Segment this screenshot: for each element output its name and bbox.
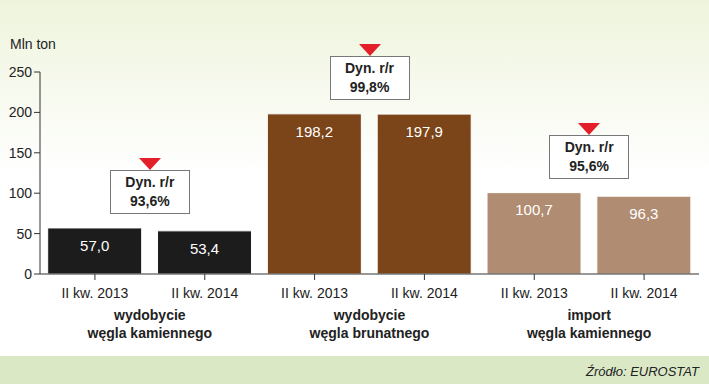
svg-text:wydobyciewęgla brunatnego: wydobyciewęgla brunatnego (309, 307, 430, 341)
svg-text:197,9: 197,9 (405, 123, 443, 140)
html-text:95,6%: 95,6% (569, 157, 609, 174)
svg-text:wydobyciewęgla kamiennego: wydobyciewęgla kamiennego (87, 307, 212, 341)
svg-text:II kw. 2013: II kw. 2013 (281, 285, 348, 301)
html-text:99,8%: 99,8% (349, 78, 390, 95)
html-text:Mln ton: Mln ton (10, 36, 56, 52)
svg-text:200: 200 (9, 104, 33, 120)
svg-text:250: 250 (9, 64, 33, 80)
svg-text:53,4: 53,4 (190, 240, 219, 257)
svg-text:II kw. 2014: II kw. 2014 (611, 285, 678, 301)
svg-text:100: 100 (9, 185, 33, 201)
html-text:Dyn. r/r: Dyn. r/r (564, 138, 614, 155)
svg-text:96,3: 96,3 (629, 205, 658, 222)
html-text:Dyn. r/r: Dyn. r/r (125, 173, 175, 190)
html-text:93,6%: 93,6% (130, 192, 170, 209)
svg-text:II kw. 2014: II kw. 2014 (171, 285, 238, 301)
svg-text:II kw. 2014: II kw. 2014 (391, 285, 458, 301)
svg-text:importwęgla kamiennego: importwęgla kamiennego (526, 307, 651, 341)
svg-text:100,7: 100,7 (515, 201, 553, 218)
svg-text:150: 150 (9, 145, 33, 161)
svg-text:II kw. 2013: II kw. 2013 (61, 285, 128, 301)
html-text:Dyn. r/r: Dyn. r/r (345, 59, 394, 76)
svg-text:50: 50 (16, 226, 32, 242)
svg-text:II kw. 2013: II kw. 2013 (501, 285, 568, 301)
html-text:Źródło: EUROSTAT: Źródło: EUROSTAT (586, 364, 699, 379)
svg-text:198,2: 198,2 (296, 123, 334, 140)
svg-text:57,0: 57,0 (80, 237, 109, 254)
svg-text:0: 0 (24, 266, 32, 282)
